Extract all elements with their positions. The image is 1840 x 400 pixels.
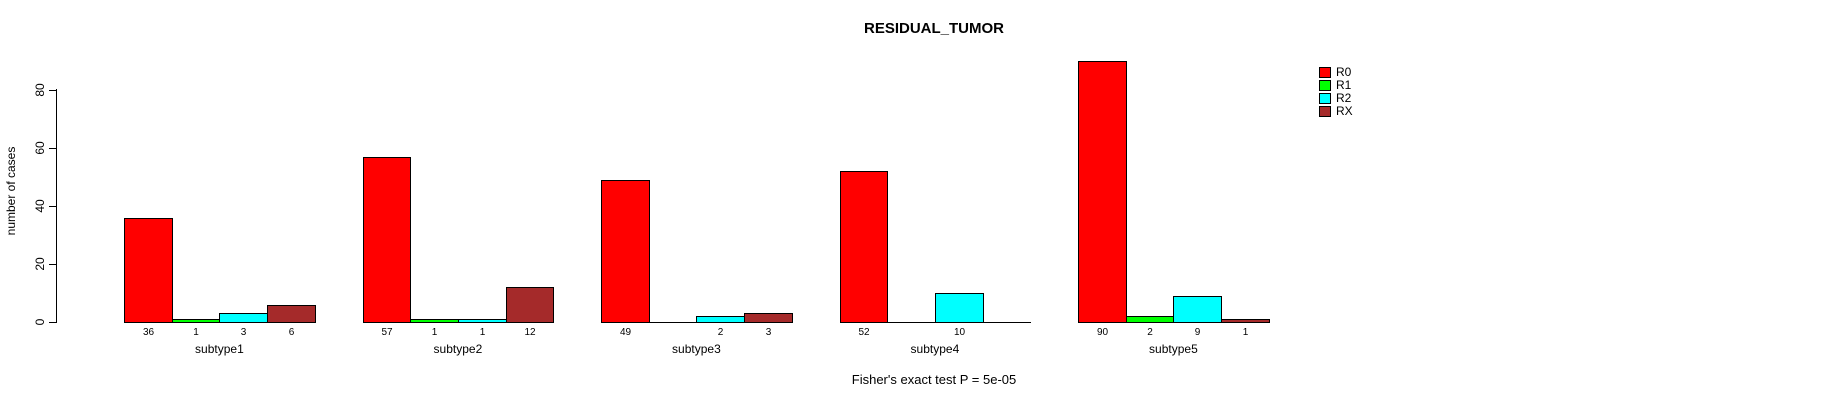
- y-axis-tick-label: 60: [33, 141, 47, 155]
- legend-swatch-icon: [1319, 67, 1331, 78]
- bar-value-label: 52: [858, 327, 870, 338]
- bar-r0-subtype3: [601, 180, 650, 323]
- bar-value-label: 12: [524, 327, 536, 338]
- y-axis-tick-mark: [49, 322, 57, 323]
- x-category-label-subtype1: subtype1: [195, 342, 244, 356]
- bar-r1-subtype5: [1126, 316, 1174, 323]
- y-axis-label: number of cases: [4, 146, 18, 236]
- bar-value-label: 49: [619, 327, 632, 338]
- legend-label: R2: [1336, 91, 1352, 105]
- bar-value-label: 9: [1194, 327, 1201, 338]
- y-axis-tick-label: 0: [33, 318, 47, 326]
- bar-value-label: 2: [1147, 327, 1153, 338]
- bar-value-label: 3: [765, 327, 772, 338]
- bar-r1-subtype2: [410, 319, 459, 323]
- bar-rx-subtype5: [1221, 319, 1270, 323]
- bar-rx-subtype4: [983, 322, 1031, 323]
- chart-title: RESIDUAL_TUMOR: [863, 20, 1005, 37]
- x-category-label-subtype4: subtype4: [910, 342, 960, 356]
- legend-swatch-icon: [1319, 80, 1331, 91]
- bar-r0-subtype5: [1078, 61, 1127, 323]
- bar-rx-subtype3: [744, 313, 793, 323]
- bar-value-label: 1: [1242, 327, 1249, 338]
- bar-r0-subtype1: [124, 218, 173, 323]
- bar-value-label: 3: [240, 327, 247, 338]
- bar-value-label: 57: [381, 327, 393, 338]
- legend-swatch-icon: [1319, 93, 1331, 104]
- bar-value-label: 1: [479, 327, 486, 338]
- y-axis-tick-mark: [49, 206, 57, 207]
- bar-r2-subtype2: [458, 319, 507, 323]
- bar-r1-subtype3: [649, 322, 697, 323]
- y-axis-tick-label: 20: [33, 257, 47, 271]
- bar-value-label: 10: [953, 327, 966, 338]
- bar-value-label: 1: [431, 327, 438, 338]
- bar-r2-subtype1: [219, 313, 268, 323]
- bar-r2-subtype3: [696, 316, 745, 323]
- bar-value-label: 1: [193, 327, 199, 338]
- x-category-label-subtype3: subtype3: [672, 342, 721, 356]
- legend-label: R0: [1336, 65, 1352, 79]
- y-axis-tick-label: 80: [33, 83, 47, 97]
- y-axis-tick-mark: [49, 148, 57, 149]
- bar-rx-subtype1: [267, 305, 316, 323]
- y-axis-tick-mark: [49, 264, 57, 265]
- bar-value-label: 2: [717, 327, 724, 338]
- bar-r0-subtype4: [840, 171, 888, 323]
- bar-value-label: 90: [1096, 327, 1109, 338]
- bar-r0-subtype2: [363, 157, 411, 323]
- bar-r2-subtype5: [1173, 296, 1222, 323]
- bar-r1-subtype4: [887, 322, 936, 323]
- x-category-label-subtype2: subtype2: [433, 342, 483, 356]
- y-axis-tick-mark: [49, 90, 57, 91]
- legend-swatch-icon: [1319, 106, 1331, 117]
- legend-label: R1: [1336, 78, 1352, 92]
- bar-value-label: 6: [288, 327, 295, 338]
- bar-value-label: 36: [142, 327, 155, 338]
- bar-rx-subtype2: [506, 287, 554, 323]
- bar-r1-subtype1: [172, 319, 220, 323]
- bar-r2-subtype4: [935, 293, 984, 323]
- x-category-label-subtype5: subtype5: [1149, 342, 1198, 356]
- legend-label: RX: [1336, 104, 1353, 118]
- fisher-test-annotation: Fisher's exact test P = 5e-05: [851, 372, 1017, 387]
- y-axis-tick-label: 40: [33, 199, 47, 213]
